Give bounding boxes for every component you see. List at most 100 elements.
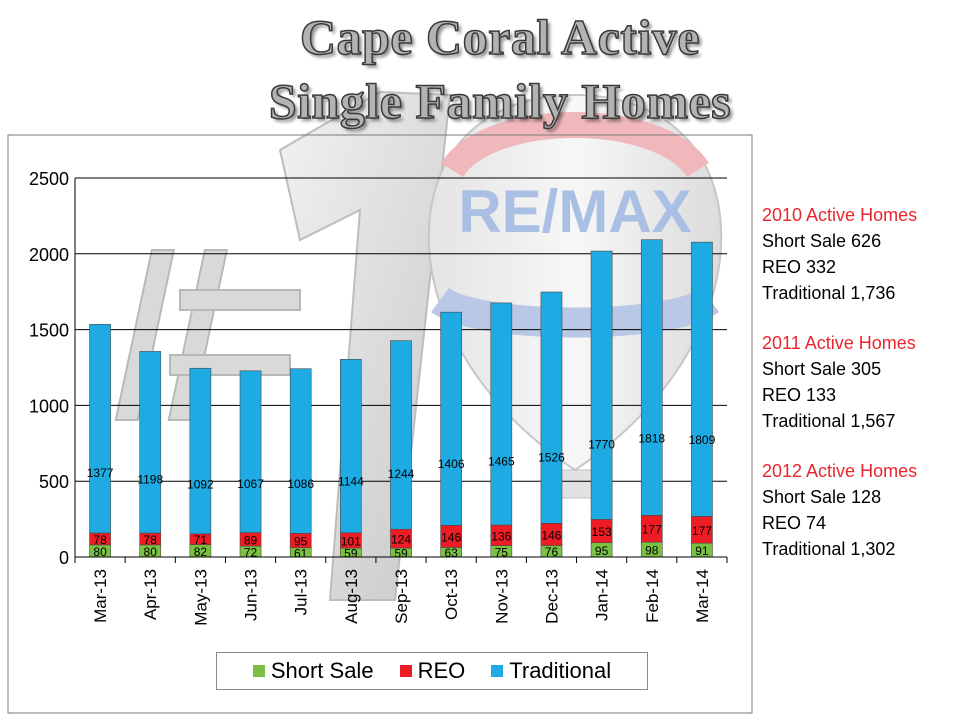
data-label: 1377 [87, 466, 114, 480]
stats-2011-short-sale: Short Sale 305 [762, 359, 882, 379]
y-tick-label: 2000 [29, 245, 69, 265]
x-tick-label: Sep-13 [392, 569, 411, 624]
data-label: 1406 [438, 457, 465, 471]
chart-title-line-1: Cape Coral Active [299, 8, 701, 66]
data-label: 1465 [488, 454, 515, 468]
x-tick-label: Oct-13 [442, 569, 461, 620]
stats-2010-traditional: Traditional 1,736 [762, 283, 896, 303]
stats-2010-header: 2010 Active Homes [762, 205, 918, 225]
y-tick-label: 500 [39, 472, 69, 492]
stats-2012-reo: REO 74 [762, 513, 827, 533]
legend-item-short-sale: Short Sale [252, 658, 374, 684]
x-tick-label: May-13 [191, 569, 210, 626]
x-tick-label: Jan-14 [593, 569, 612, 621]
data-label: 80 [144, 545, 158, 559]
data-label: 78 [144, 533, 158, 547]
chart-legend: Short Sale REO Traditional [216, 652, 648, 690]
stats-2012: 2012 Active Homes Short Sale 128 REO 74 … [762, 458, 917, 562]
bar-traditional [640, 239, 663, 516]
legend-item-traditional: Traditional [491, 658, 611, 684]
stats-2012-traditional: Traditional 1,302 [762, 539, 896, 559]
data-label: 91 [695, 544, 709, 558]
x-tick-label: Jun-13 [242, 569, 261, 621]
axes: 0 500 1000 1500 2000 2500 Mar-13 Apr-13 May-13 Ju… [29, 169, 728, 626]
data-label: 59 [344, 547, 358, 561]
stats-2011: 2011 Active Homes Short Sale 305 REO 133… [762, 330, 916, 434]
legend-item-reo: REO [399, 658, 466, 684]
legend-label-short-sale: Short Sale [270, 658, 374, 683]
bars [89, 239, 713, 558]
x-tick-label: Mar-14 [693, 569, 712, 623]
data-label: 124 [391, 533, 411, 547]
stats-2011-header: 2011 Active Homes [762, 333, 916, 353]
bar-traditional [590, 250, 613, 520]
data-label: 82 [194, 545, 208, 559]
x-tick-label: Apr-13 [141, 569, 160, 620]
stats-2010: 2010 Active Homes Short Sale 626 REO 332… [762, 202, 917, 306]
data-label: 76 [545, 545, 559, 559]
bar-traditional [540, 291, 563, 524]
data-label: 177 [692, 524, 712, 538]
bar-traditional [289, 368, 312, 534]
data-label: 1244 [388, 467, 415, 481]
bar-traditional [691, 241, 713, 517]
data-label: 98 [645, 544, 659, 558]
data-label: 136 [491, 529, 511, 543]
legend-label-traditional: Traditional [509, 658, 612, 683]
y-tick-label: 2500 [29, 169, 69, 189]
x-tick-label: Mar-13 [91, 569, 110, 623]
data-label: 95 [294, 535, 308, 549]
bar-traditional [440, 311, 462, 526]
data-label: 80 [93, 545, 107, 559]
y-tick-label: 0 [59, 548, 69, 568]
x-tick-label: Dec-13 [542, 569, 561, 624]
data-label: 1526 [538, 451, 565, 465]
stats-2011-reo: REO 133 [762, 385, 837, 405]
legend-swatch-short-sale [252, 665, 265, 677]
data-label: 101 [341, 534, 361, 548]
data-label: 71 [194, 533, 208, 547]
data-label: 1809 [689, 433, 716, 447]
bar-traditional [139, 351, 162, 534]
data-label: 1770 [588, 437, 615, 451]
data-label: 177 [642, 523, 662, 537]
bar-traditional [490, 302, 513, 526]
x-tick-label: Jul-13 [292, 569, 311, 615]
data-label: 1818 [638, 431, 665, 445]
x-tick-label: Aug-13 [342, 569, 361, 624]
data-label: 63 [444, 546, 458, 560]
chart-frame [7, 134, 753, 714]
stats-2010-short-sale: Short Sale 626 [762, 231, 882, 251]
data-label: 95 [595, 544, 609, 558]
data-label: 146 [441, 530, 461, 544]
bar-traditional [239, 370, 262, 533]
data-label: 75 [495, 545, 509, 559]
legend-swatch-reo [399, 665, 412, 677]
data-label: 1198 [137, 473, 163, 487]
x-tick-label: Nov-13 [492, 569, 511, 624]
data-label: 153 [592, 525, 612, 539]
y-tick-label: 1500 [29, 321, 69, 341]
data-label: 146 [541, 528, 561, 542]
bar-traditional [390, 340, 412, 530]
bar-traditional [340, 359, 362, 534]
data-label: 1067 [237, 477, 264, 491]
stats-2012-header: 2012 Active Homes [762, 461, 918, 481]
x-tick-label: Feb-14 [643, 569, 662, 623]
data-label: 1086 [287, 477, 314, 491]
remax-logo-text: RE/MAX [458, 178, 691, 245]
data-label: 72 [244, 546, 258, 560]
data-label: 78 [93, 533, 107, 547]
legend-label-reo: REO [417, 658, 466, 683]
bar-traditional [89, 323, 111, 534]
data-label: 1092 [187, 477, 214, 491]
data-label: 1144 [338, 474, 364, 488]
data-label: 89 [244, 533, 258, 547]
y-tick-label: 1000 [29, 396, 69, 416]
stats-2012-short-sale: Short Sale 128 [762, 487, 882, 507]
stats-2010-reo: REO 332 [762, 257, 837, 277]
bar-traditional [189, 367, 212, 535]
legend-swatch-traditional [491, 665, 504, 677]
data-label: 59 [394, 547, 408, 561]
